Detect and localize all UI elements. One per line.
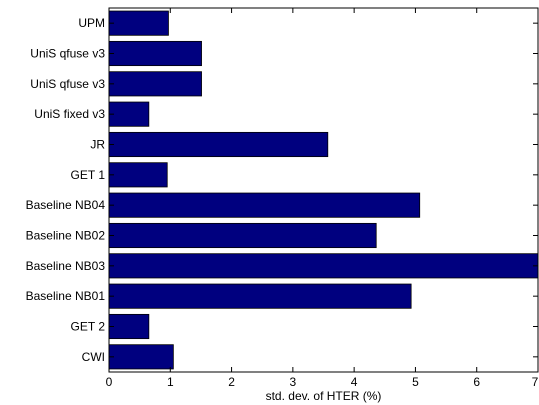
x-axis-label: std. dev. of HTER (%) <box>266 389 382 403</box>
x-tick-label: 4 <box>351 375 358 389</box>
y-tick-label: CWI <box>82 350 105 364</box>
x-axis: 0 1 2 3 4 5 6 7 <box>106 8 539 389</box>
x-tick-label: 6 <box>473 375 480 389</box>
y-tick-label: UPM <box>78 16 105 30</box>
x-tick-label: 5 <box>412 375 419 389</box>
y-tick-label: UniS qfuse v3 <box>30 77 105 91</box>
bar <box>108 40 202 67</box>
bars-group <box>108 10 539 370</box>
y-tick-label: Baseline NB04 <box>26 198 106 212</box>
bar <box>108 101 150 127</box>
x-tick-label: 2 <box>228 375 235 389</box>
bar <box>108 283 412 309</box>
x-tick-label: 0 <box>106 375 113 389</box>
x-tick-label: 3 <box>290 375 297 389</box>
y-axis: UPM UniS qfuse v3 UniS qfuse v3 UniS fixed … <box>26 16 538 364</box>
bar <box>108 131 329 158</box>
bar <box>108 253 539 279</box>
y-tick-label: UniS fixed v3 <box>34 107 105 121</box>
bar <box>108 313 150 340</box>
bar <box>108 162 168 188</box>
bar <box>108 222 377 249</box>
y-tick-label: Baseline NB03 <box>26 259 106 273</box>
bar <box>108 192 421 218</box>
bar <box>108 344 174 370</box>
y-tick-label: GET 2 <box>71 320 106 334</box>
y-tick-label: Baseline NB02 <box>26 229 106 243</box>
y-tick-label: UniS qfuse v3 <box>30 47 105 61</box>
y-tick-label: JR <box>90 138 105 152</box>
x-tick-label: 7 <box>532 375 539 389</box>
plot-frame <box>108 7 539 373</box>
x-tick-label: 1 <box>167 375 174 389</box>
bar <box>108 71 202 97</box>
y-tick-label: Baseline NB01 <box>26 289 106 303</box>
bar <box>108 10 169 36</box>
y-tick-label: GET 1 <box>71 168 106 182</box>
